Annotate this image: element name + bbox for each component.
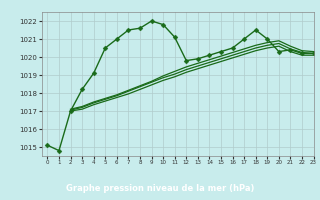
Text: Graphe pression niveau de la mer (hPa): Graphe pression niveau de la mer (hPa) xyxy=(66,184,254,193)
